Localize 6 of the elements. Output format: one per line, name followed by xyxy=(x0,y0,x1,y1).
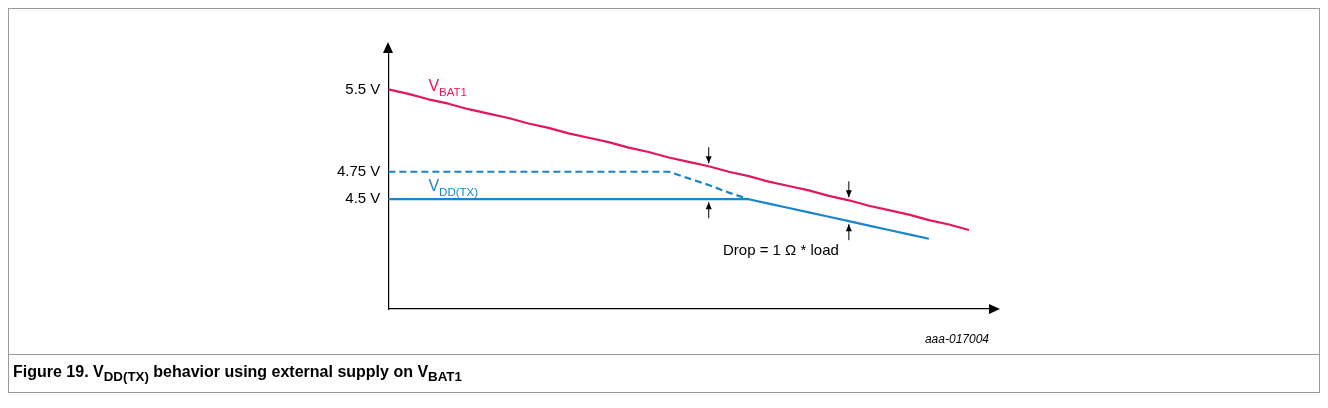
annotation: Drop = 1 Ω * load xyxy=(722,241,839,259)
text: Figure 19. V$_{DD(TX)}$ behavior using external supply on V$_{BAT1}$ xyxy=(9,354,1319,393)
text: aaa-017004 xyxy=(924,332,990,346)
y-tick-label: 5.5 V xyxy=(345,79,381,97)
y-tick-label: 4.75 V xyxy=(336,161,381,179)
y-tick-label: 4.5 V xyxy=(345,189,381,207)
